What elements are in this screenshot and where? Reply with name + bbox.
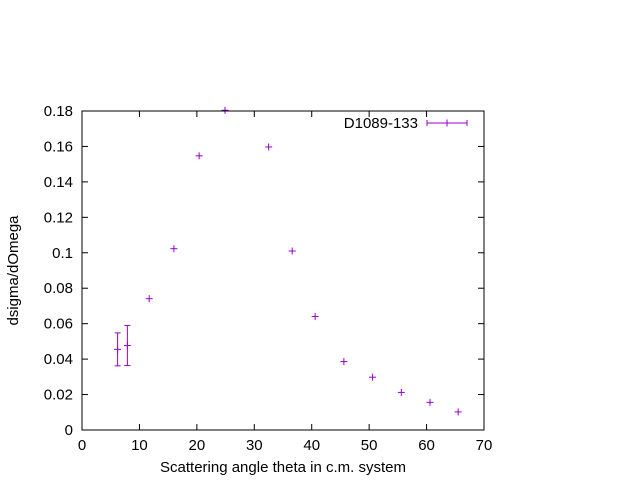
- data-point: [288, 247, 296, 255]
- axis-ticks: [81, 110, 485, 431]
- data-point: [369, 373, 377, 381]
- y-tick-label: 0.1: [52, 245, 73, 262]
- legend: D1089-133: [344, 115, 468, 132]
- y-tick-label: 0.12: [44, 209, 73, 226]
- data-point: [170, 245, 178, 253]
- x-tick-label: 30: [246, 437, 263, 454]
- y-tick-label: 0.04: [44, 351, 73, 368]
- axis-tick-labels: 0 10 20 30 40 50 60 70 0 0.02 0.04 0.06 0.08 0.1 0.12 0…: [44, 103, 493, 454]
- y-tick-label: 0.14: [44, 174, 73, 191]
- x-tick-label: 20: [189, 437, 206, 454]
- x-tick-label: 40: [303, 437, 320, 454]
- y-tick-label: 0.08: [44, 280, 73, 297]
- x-tick-label: 10: [131, 437, 148, 454]
- y-tick-label: 0.16: [44, 138, 73, 155]
- y-axis-label: dsigma/dOmega: [5, 215, 22, 326]
- data-point: [114, 332, 122, 367]
- x-tick-label: 50: [361, 437, 378, 454]
- x-tick-label: 70: [476, 437, 493, 454]
- data-point: [221, 106, 229, 114]
- y-tick-label: 0.02: [44, 387, 73, 404]
- plot-frame: [81, 110, 485, 431]
- y-tick-label: 0: [65, 422, 73, 439]
- x-tick-label: 60: [418, 437, 435, 454]
- y-tick-label: 0.06: [44, 316, 73, 333]
- data-point: [311, 313, 319, 321]
- data-point: [397, 388, 405, 396]
- data-point: [340, 358, 348, 366]
- x-tick-label: 0: [78, 437, 86, 454]
- legend-sample-marker: [426, 119, 468, 127]
- data-point: [265, 143, 273, 151]
- y-tick-label: 0.18: [44, 103, 73, 120]
- data-point: [123, 324, 131, 366]
- x-axis-label: Scattering angle theta in c.m. system: [160, 459, 406, 476]
- data-point: [426, 398, 434, 406]
- data-points: [114, 106, 462, 416]
- data-point: [454, 408, 462, 416]
- data-point: [145, 295, 153, 303]
- legend-label-d1089-133: D1089-133: [344, 115, 418, 132]
- data-point: [195, 152, 203, 160]
